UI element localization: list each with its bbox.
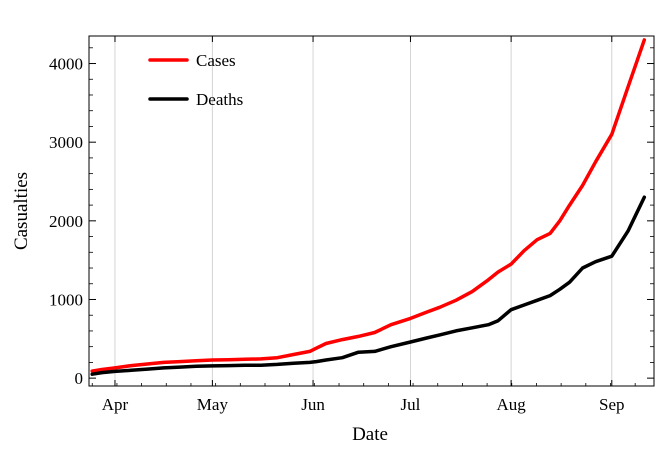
x-tick-label: Jun [301,395,325,414]
x-tick-label: Sep [599,395,625,414]
series-line-cases [90,38,647,373]
y-tick-label: 2000 [49,212,83,231]
y-tick-label: 0 [75,369,84,388]
x-tick-label: May [197,395,229,414]
legend-label-cases: Cases [196,51,236,70]
y-tick-label: 1000 [49,290,83,309]
x-tick-label: Jul [401,395,421,414]
tick-layer: Apr May Jun Jul Aug Sep 0 1000 2000 3000 4000 [49,36,654,414]
y-tick-label: 3000 [49,133,83,152]
x-axis-title: Date [352,424,388,445]
x-tick-label: Aug [496,395,526,414]
series-line-deaths [90,195,647,376]
y-axis-title: Casualties [11,172,32,250]
grid-layer [114,36,613,386]
plot-frame [88,35,655,387]
x-tick-label: Apr [102,395,129,414]
y-tick-label: 4000 [49,55,83,74]
series-layer [90,38,647,376]
legend-label-deaths: Deaths [196,90,243,109]
legend: Cases Deaths [148,51,243,109]
